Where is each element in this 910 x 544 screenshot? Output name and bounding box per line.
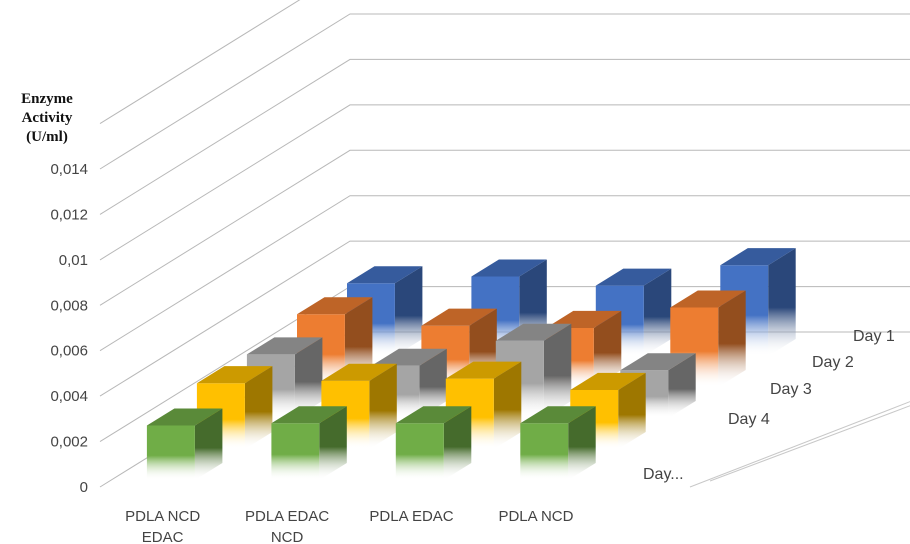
x-category-label: EDAC: [142, 529, 184, 544]
gridline: [99, 104, 910, 261]
bar-front: [146, 425, 195, 480]
bar-side: [319, 406, 347, 480]
x-category-label: PDLA EDAC: [369, 508, 453, 525]
y-axis-title-line-3: (U/ml): [26, 129, 68, 145]
y-axis-title-line-2: Activity: [21, 110, 73, 126]
bar-side: [593, 310, 622, 387]
depth-label: Day 4: [728, 411, 770, 428]
bar-top: [321, 363, 397, 381]
bar-side: [668, 353, 696, 418]
y-axis-ticks: 0 0,002 0,004 0,006 0,008 0,01 0,012 0,014: [50, 161, 88, 496]
bar-top: [445, 361, 522, 379]
bar-top: [347, 266, 423, 284]
bar-side: [768, 248, 796, 356]
gridline: [99, 13, 910, 170]
y-tick-label: 0: [80, 479, 88, 496]
bar-side: [419, 348, 447, 418]
y-tick-label: 0,01: [59, 252, 88, 269]
bar-top: [246, 337, 323, 355]
chart-walls: [99, 0, 910, 488]
x-category-label: PDLA EDAC: [245, 508, 329, 525]
y-axis-title-line-1: Enzyme: [21, 91, 73, 107]
bar-side: [618, 372, 646, 449]
depth-label: Day 2: [812, 354, 854, 371]
depth-label: Day 3: [770, 381, 812, 398]
bar: [271, 406, 347, 480]
bar-top: [670, 290, 746, 308]
x-axis-categories: PDLA NCD EDAC PDLA EDAC NCD PDLA EDAC PDLA NC…: [125, 508, 574, 544]
gridline: [99, 195, 910, 352]
gridline: [99, 58, 910, 215]
bar-side: [493, 361, 522, 449]
depth-label: Day 1: [853, 328, 895, 345]
bar-side: [543, 323, 572, 418]
x-category-label: NCD: [271, 529, 304, 544]
bar-side: [194, 408, 223, 480]
bar-side: [443, 406, 472, 480]
gridline: [99, 0, 301, 125]
bar-top: [520, 406, 596, 424]
bar-top: [196, 366, 273, 384]
bar-top: [495, 323, 572, 341]
x-category-label: PDLA NCD: [125, 508, 200, 525]
floor-edge: [689, 401, 910, 488]
bar-side: [244, 366, 273, 449]
bar-top: [595, 268, 672, 286]
bar-top: [371, 348, 447, 366]
bar: [395, 406, 472, 480]
y-tick-label: 0,014: [50, 161, 88, 178]
bar-top: [620, 353, 696, 371]
bar: [520, 406, 596, 480]
bar-front: [271, 423, 320, 480]
bar-top: [297, 297, 373, 315]
gridline: [99, 240, 910, 397]
y-tick-label: 0,006: [50, 343, 88, 360]
bar-side: [394, 266, 423, 356]
bar-side: [643, 268, 672, 356]
y-tick-label: 0,002: [50, 434, 88, 451]
bar-side: [369, 363, 397, 449]
y-tick-label: 0,004: [50, 388, 88, 405]
bar-top: [146, 408, 223, 426]
gridline: [99, 149, 910, 306]
bar-side: [568, 406, 596, 480]
bar-top: [271, 406, 347, 424]
bars: [146, 248, 796, 480]
depth-label: Day...: [643, 466, 684, 483]
bar-front: [520, 423, 569, 480]
x-category-label: PDLA NCD: [498, 508, 573, 525]
bar-top: [395, 406, 472, 424]
bar: [670, 290, 746, 387]
bar-top: [720, 248, 796, 266]
y-axis-title: Enzyme Activity (U/ml): [6, 90, 88, 147]
bar-side: [294, 337, 323, 418]
bar-front: [395, 423, 444, 480]
bar-top: [570, 372, 646, 390]
y-tick-label: 0,008: [50, 297, 88, 314]
bar-side: [718, 290, 746, 387]
bar-top: [421, 308, 497, 326]
y-tick-label: 0,012: [50, 206, 88, 223]
bar-top: [471, 259, 547, 277]
floor-edge: [709, 405, 910, 482]
bar: [146, 408, 223, 480]
